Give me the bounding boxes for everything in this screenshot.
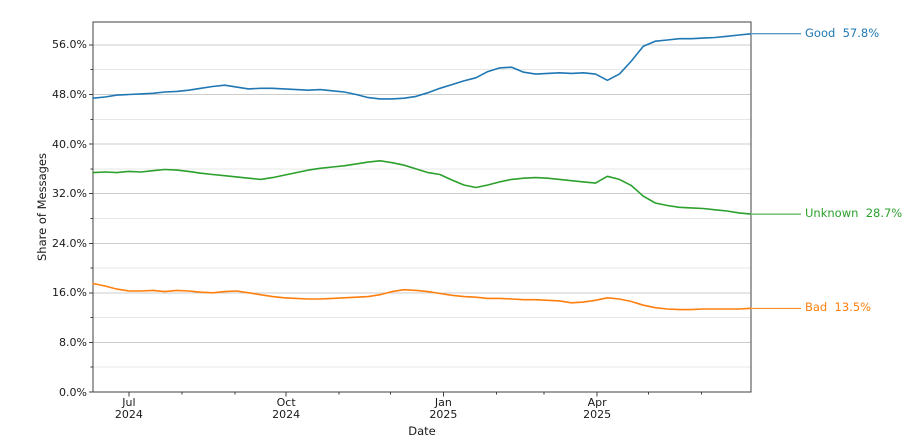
x-axis-title: Date: [408, 424, 436, 438]
x-tick-label: Apr 2025: [583, 396, 612, 421]
series-end-label-bad: Bad 13.5%: [805, 300, 872, 315]
x-tick-label: Oct 2024: [272, 396, 301, 421]
series-line-bad: [92, 282, 752, 311]
series-end-label-unknown: Unknown 28.7%: [805, 206, 903, 221]
x-tick-label: Jul 2024: [114, 396, 143, 421]
series-line-good: [92, 32, 752, 100]
y-tick-label: 24.0%: [52, 236, 87, 250]
y-tick-label: 32.0%: [52, 187, 87, 201]
y-tick-label: 56.0%: [52, 38, 87, 52]
series-end-label-good: Good 57.8%: [805, 25, 880, 40]
x-tick-label: Jan 2025: [429, 396, 458, 421]
series-line-unknown: [92, 160, 752, 215]
plot-border: [92, 21, 752, 393]
y-tick-label: 0.0%: [59, 385, 87, 399]
y-tick-label: 40.0%: [52, 137, 87, 151]
y-tick-label: 8.0%: [59, 335, 87, 349]
y-tick-label: 48.0%: [52, 88, 87, 101]
y-tick-label: 16.0%: [52, 286, 87, 300]
